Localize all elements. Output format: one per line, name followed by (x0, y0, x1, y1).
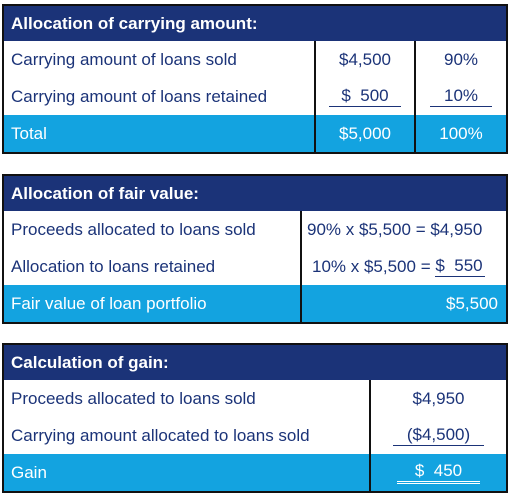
row-label: Carrying amount of loans sold (11, 49, 237, 69)
row-label: Proceeds allocated to loans sold (11, 219, 256, 239)
row-label: Carrying amount of loans retained (11, 86, 268, 106)
row-amount: $4,500 (314, 41, 414, 78)
total-row: Fair value of loan portfolio $5,500 (4, 285, 506, 322)
total-percent: 100% (414, 115, 506, 152)
row-calc-value: $ 550 (435, 256, 485, 277)
fair-value-title: Allocation of fair value: (4, 176, 506, 211)
total-label: Total (11, 123, 47, 143)
total-label: Fair value of loan portfolio (11, 293, 207, 313)
table-row: Carrying amount allocated to loans sold … (4, 417, 506, 454)
total-value: $ 450 (396, 461, 481, 484)
total-row: Total $5,000 100% (4, 115, 506, 152)
row-label: Carrying amount allocated to loans sold (11, 425, 310, 445)
row-calc: 90% x $5,500 = $4,950 (300, 211, 506, 248)
table-row: Allocation to loans retained 10% x $5,50… (4, 248, 506, 285)
row-value: $4,950 (369, 380, 506, 417)
row-percent: 10% (429, 86, 493, 107)
gain-table: Calculation of gain: Proceeds allocated … (2, 343, 508, 493)
row-calc-prefix: 10% x $5,500 = (312, 256, 436, 276)
total-label: Gain (11, 462, 47, 482)
total-amount: $5,000 (314, 115, 414, 152)
table-row: Carrying amount of loans retained $ 500 … (4, 78, 506, 115)
row-label: Proceeds allocated to loans sold (11, 388, 256, 408)
total-row: Gain $ 450 (4, 454, 506, 491)
fair-value-table: Allocation of fair value: Proceeds alloc… (2, 174, 508, 324)
carrying-amount-title: Allocation of carrying amount: (4, 6, 506, 41)
row-value: ($4,500) (392, 425, 485, 446)
table-row: Proceeds allocated to loans sold $4,950 (4, 380, 506, 417)
total-value: $5,500 (300, 285, 506, 322)
gain-title: Calculation of gain: (4, 345, 506, 380)
carrying-amount-table: Allocation of carrying amount: Carrying … (2, 4, 508, 154)
row-label: Allocation to loans retained (11, 256, 216, 276)
table-row: Carrying amount of loans sold $4,500 90% (4, 41, 506, 78)
table-row: Proceeds allocated to loans sold 90% x $… (4, 211, 506, 248)
row-amount: $ 500 (329, 86, 401, 107)
row-percent: 90% (414, 41, 506, 78)
